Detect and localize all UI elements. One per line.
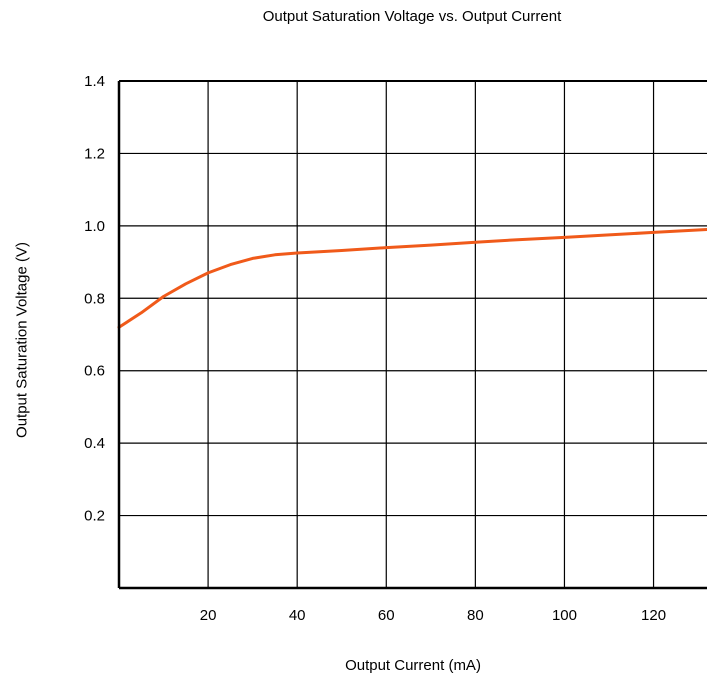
x-tick-label: 60	[378, 607, 395, 624]
tick-labels: 20 40 60 80 100 120 0.2 0.4 0.6 0.8 1.0 1.2 1.4	[84, 73, 666, 624]
y-tick-label: 1.0	[84, 218, 105, 235]
y-tick-label: 1.4	[84, 73, 105, 90]
y-tick-label: 0.2	[84, 508, 105, 525]
x-tick-label: 120	[641, 607, 666, 624]
y-tick-label: 1.2	[84, 145, 105, 162]
x-axis-label: Output Current (mA)	[345, 657, 481, 674]
x-tick-label: 100	[552, 607, 577, 624]
y-tick-label: 0.4	[84, 435, 105, 452]
series-line	[117, 228, 707, 329]
x-tick-label: 20	[200, 607, 217, 624]
chart-title: Output Saturation Voltage vs. Output Cur…	[262, 8, 562, 25]
y-tick-label: 0.6	[84, 363, 105, 380]
y-tick-label: 0.8	[84, 290, 105, 307]
x-tick-label: 40	[289, 607, 306, 624]
grid-lines	[119, 81, 707, 588]
x-tick-label: 80	[467, 607, 484, 624]
